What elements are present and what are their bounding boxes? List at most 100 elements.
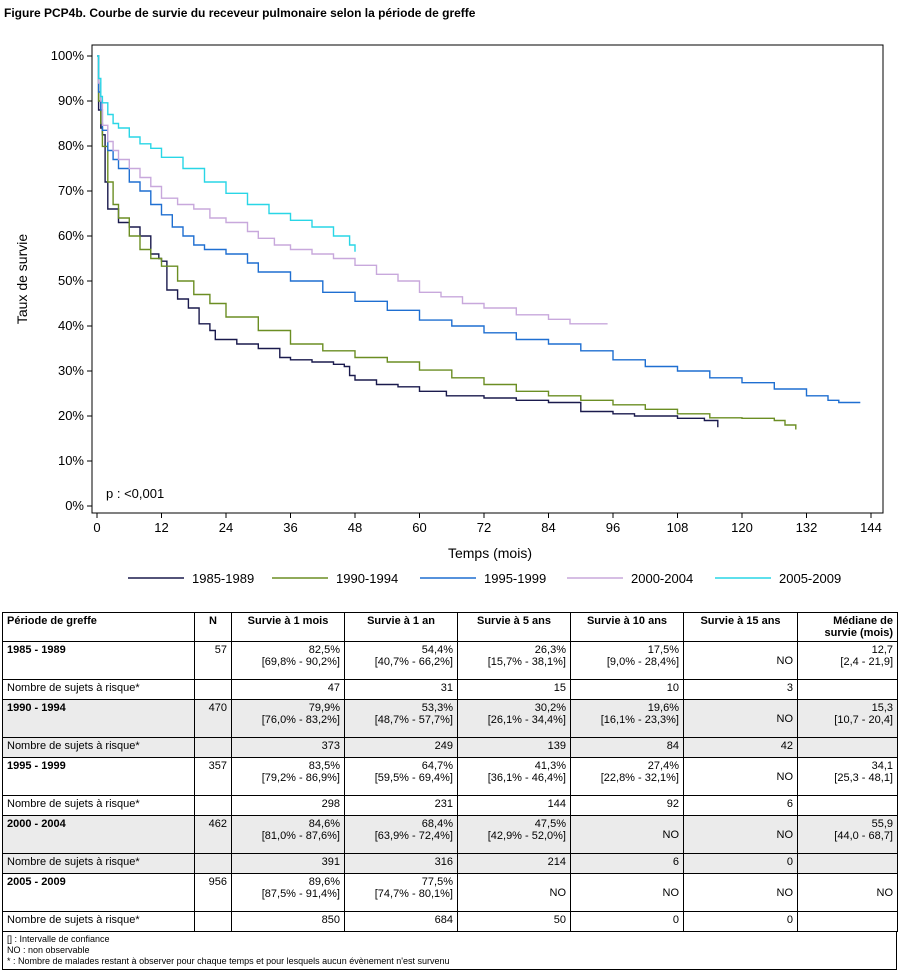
x-tick-label: 108 <box>667 520 689 535</box>
risk-cell: 92 <box>570 795 684 816</box>
plot-frame <box>91 44 884 514</box>
note-line: [] : Intervalle de confiance <box>7 934 110 944</box>
risk-row: Nombre de sujets à risque* 298 231 144 92 6 <box>2 795 898 816</box>
y-tick-label: 70% <box>58 183 84 198</box>
p-value-annotation: p : <0,001 <box>106 486 164 501</box>
header-n: N <box>194 612 232 642</box>
value-cell: 27,4% [22,8% - 32,1%] <box>570 757 684 796</box>
empty-cell <box>797 853 898 874</box>
risk-cell: 0 <box>683 853 798 874</box>
ci-text: [74,7% - 80,1%] <box>374 888 453 900</box>
value-cell: 17,5% [9,0% - 28,4%] <box>570 641 684 680</box>
header-median: Médiane de survie (mois) <box>797 612 898 642</box>
legend-label: 1985-1989 <box>192 571 254 586</box>
value-text: 89,6% <box>308 876 340 888</box>
x-tick-label: 12 <box>154 520 168 535</box>
header-median-line1: Médiane de <box>833 615 893 627</box>
header-15-years: Survie à 15 ans <box>683 612 798 642</box>
empty-cell <box>194 679 232 700</box>
header-10-years: Survie à 10 ans <box>570 612 684 642</box>
value-cell: NO <box>683 699 798 738</box>
period-cell: 2000 - 2004 <box>2 815 195 854</box>
risk-cell: 3 <box>683 679 798 700</box>
y-tick-label: 30% <box>58 363 84 378</box>
n-cell: 57 <box>194 641 232 680</box>
empty-cell <box>797 737 898 758</box>
note-line: NO : non observable <box>7 945 90 955</box>
y-tick-label: 10% <box>58 453 84 468</box>
value-cell: 53,3% [48,7% - 57,7%] <box>344 699 458 738</box>
ci-text: [2,4 - 21,9] <box>840 656 893 668</box>
value-cell: NO <box>457 873 571 912</box>
legend-label: 1990-1994 <box>336 571 398 586</box>
y-tick-label: 20% <box>58 408 84 423</box>
period-cell: 1985 - 1989 <box>2 641 195 680</box>
value-cell: NO <box>570 873 684 912</box>
risk-cell: 15 <box>457 679 571 700</box>
x-tick-label: 24 <box>219 520 233 535</box>
empty-cell <box>194 737 232 758</box>
risk-row: Nombre de sujets à risque* 373 249 139 84 42 <box>2 737 898 758</box>
risk-cell: 42 <box>683 737 798 758</box>
value-cell: 30,2% [26,1% - 34,4%] <box>457 699 571 738</box>
y-tick-label: 40% <box>58 318 84 333</box>
empty-cell <box>194 853 232 874</box>
value-text: 12,7 <box>871 644 893 656</box>
risk-label-cell: Nombre de sujets à risque* <box>2 853 195 874</box>
value-text: 53,3% <box>421 702 453 714</box>
value-cell: 68,4% [63,9% - 72,4%] <box>344 815 458 854</box>
risk-row: Nombre de sujets à risque* 47 31 15 10 3 <box>2 679 898 700</box>
ci-text: [22,8% - 32,1%] <box>600 772 679 784</box>
x-tick-label: 84 <box>541 520 555 535</box>
x-tick-label: 96 <box>606 520 620 535</box>
ci-text: [16,1% - 23,3%] <box>600 714 679 726</box>
legend-label: 1995-1999 <box>484 571 546 586</box>
note-line: * : Nombre de malades restant à observer… <box>7 956 450 966</box>
survival-table: Période de greffe N Survie à 1 mois Surv… <box>2 612 898 932</box>
value-cell: 55,9 [44,0 - 68,7] <box>797 815 898 854</box>
value-text: 30,2% <box>534 702 566 714</box>
ci-text: [63,9% - 72,4%] <box>374 830 453 842</box>
ci-text: [44,0 - 68,7] <box>834 830 893 842</box>
header-median-line2: survie (mois) <box>824 627 893 639</box>
legend-label: 2005-2009 <box>779 571 841 586</box>
value-cell: 19,6% [16,1% - 23,3%] <box>570 699 684 738</box>
ci-text: [15,7% - 38,1%] <box>487 656 566 668</box>
table-row: 1995 - 1999 357 83,5% [79,2% - 86,9%] 64,7%[… <box>2 757 898 796</box>
series-line-2000-2004 <box>97 55 608 325</box>
value-cell: 77,5% [74,7% - 80,1%] <box>344 873 458 912</box>
x-tick-label: 132 <box>796 520 818 535</box>
x-tick-label: 60 <box>412 520 426 535</box>
y-tick-label: 90% <box>58 93 84 108</box>
x-tick-label: 36 <box>283 520 297 535</box>
empty-cell <box>194 911 232 932</box>
value-cell: 15,3 [10,7 - 20,4] <box>797 699 898 738</box>
value-text: 79,9% <box>308 702 340 714</box>
x-tick-label: 0 <box>93 520 100 535</box>
risk-cell: 0 <box>683 911 798 932</box>
x-axis-label: Temps (mois) <box>448 545 532 561</box>
table-row: 1990 - 1994 470 79,9% [76,0% - 83,2%] 53,3%[… <box>2 699 898 738</box>
value-cell: 82,5% [69,8% - 90,2%] <box>231 641 345 680</box>
y-tick-label: 80% <box>58 138 84 153</box>
empty-cell <box>797 795 898 816</box>
value-text: 47,5% <box>534 818 566 830</box>
risk-cell: 144 <box>457 795 571 816</box>
risk-label-cell: Nombre de sujets à risque* <box>2 737 195 758</box>
ci-text: [48,7% - 57,7%] <box>374 714 453 726</box>
n-cell: 462 <box>194 815 232 854</box>
value-cell: 54,4% [40,7% - 66,2%] <box>344 641 458 680</box>
risk-cell: 139 <box>457 737 571 758</box>
y-tick-label: 60% <box>58 228 84 243</box>
value-cell: 34,1 [25,3 - 48,1] <box>797 757 898 796</box>
ci-text: [76,0% - 83,2%] <box>261 714 340 726</box>
risk-cell: 10 <box>570 679 684 700</box>
ci-text: [81,0% - 87,6%] <box>261 830 340 842</box>
empty-cell <box>797 679 898 700</box>
value-cell: 12,7 [2,4 - 21,9] <box>797 641 898 680</box>
value-cell: 84,6% [81,0% - 87,6%] <box>231 815 345 854</box>
value-cell: NO <box>797 873 898 912</box>
x-tick-label: 120 <box>731 520 753 535</box>
risk-cell: 249 <box>344 737 458 758</box>
y-tick-label: 100% <box>51 48 85 63</box>
